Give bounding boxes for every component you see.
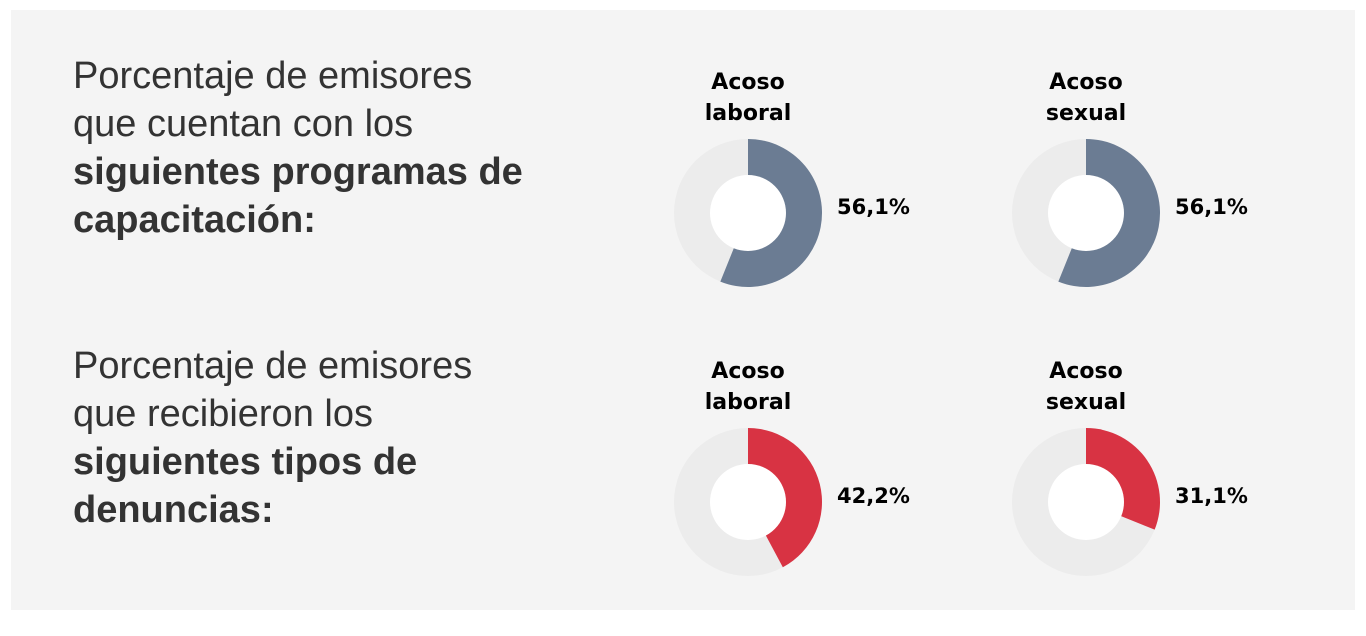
heading-bold-text: siguientes tipos de denuncias:: [73, 441, 418, 531]
infographic-panel: Porcentaje de emisores que cuentan con l…: [11, 10, 1355, 610]
section-heading-training: Porcentaje de emisores que cuentan con l…: [73, 52, 543, 244]
donut-svg: [674, 139, 823, 287]
donut-svg: [674, 428, 822, 576]
donut-hole: [1048, 175, 1124, 251]
heading-bold-text: siguientes programas de capacitación:: [73, 151, 523, 241]
data-label: 31,1%: [1175, 484, 1248, 508]
donut-chart-training-workplace-harassment: Acoso laboral 56,1%: [672, 67, 932, 347]
section-heading-complaints: Porcentaje de emisores que recibieron lo…: [73, 342, 543, 534]
chart-title: Acoso sexual: [1045, 70, 1127, 126]
donut-svg: [1012, 428, 1160, 576]
chart-title: Acoso sexual: [1045, 359, 1127, 415]
heading-regular-text: Porcentaje de emisores que cuentan con l…: [73, 55, 473, 145]
heading-regular-text: Porcentaje de emisores que recibieron lo…: [73, 345, 473, 435]
donut-chart-complaints-sexual-harassment: Acoso sexual 31,1%: [1010, 356, 1270, 636]
data-label: 42,2%: [837, 484, 910, 508]
data-label: 56,1%: [1175, 195, 1248, 219]
donut-chart-complaints-workplace-harassment: Acoso laboral 42,2%: [672, 356, 932, 636]
donut-hole: [1048, 464, 1124, 540]
donut-hole: [710, 464, 786, 540]
donut-chart-training-sexual-harassment: Acoso sexual 56,1%: [1010, 67, 1270, 347]
chart-title: Acoso laboral: [704, 70, 792, 126]
data-label: 56,1%: [837, 195, 910, 219]
chart-title: Acoso laboral: [704, 359, 792, 415]
donut-svg: [1012, 139, 1161, 287]
donut-hole: [710, 175, 786, 251]
